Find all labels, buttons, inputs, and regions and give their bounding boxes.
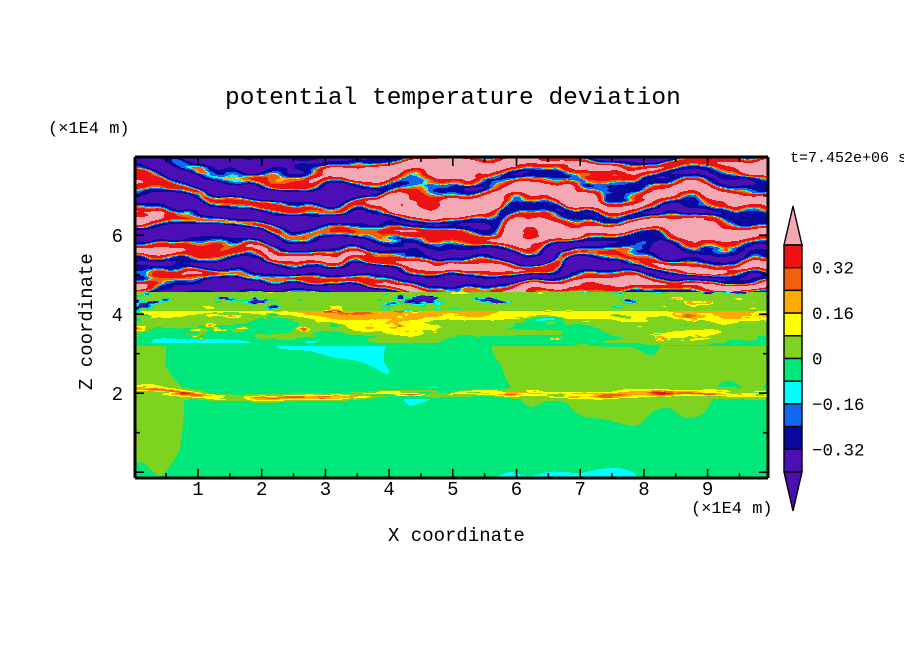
svg-text:4: 4 <box>112 305 123 327</box>
svg-text:8: 8 <box>638 479 649 501</box>
svg-text:−0.16: −0.16 <box>812 396 865 416</box>
svg-text:9: 9 <box>702 479 713 501</box>
svg-text:1: 1 <box>192 479 203 501</box>
svg-text:3: 3 <box>320 479 331 501</box>
svg-text:2: 2 <box>112 384 123 406</box>
svg-text:0.16: 0.16 <box>812 305 854 325</box>
svg-text:4: 4 <box>383 479 394 501</box>
svg-text:2: 2 <box>256 479 267 501</box>
svg-text:7: 7 <box>574 479 585 501</box>
svg-text:−0.32: −0.32 <box>812 441 865 461</box>
svg-text:5: 5 <box>447 479 458 501</box>
svg-text:6: 6 <box>511 479 522 501</box>
svg-text:0: 0 <box>812 351 823 371</box>
svg-text:6: 6 <box>112 226 123 248</box>
svg-text:0.32: 0.32 <box>812 260 854 280</box>
